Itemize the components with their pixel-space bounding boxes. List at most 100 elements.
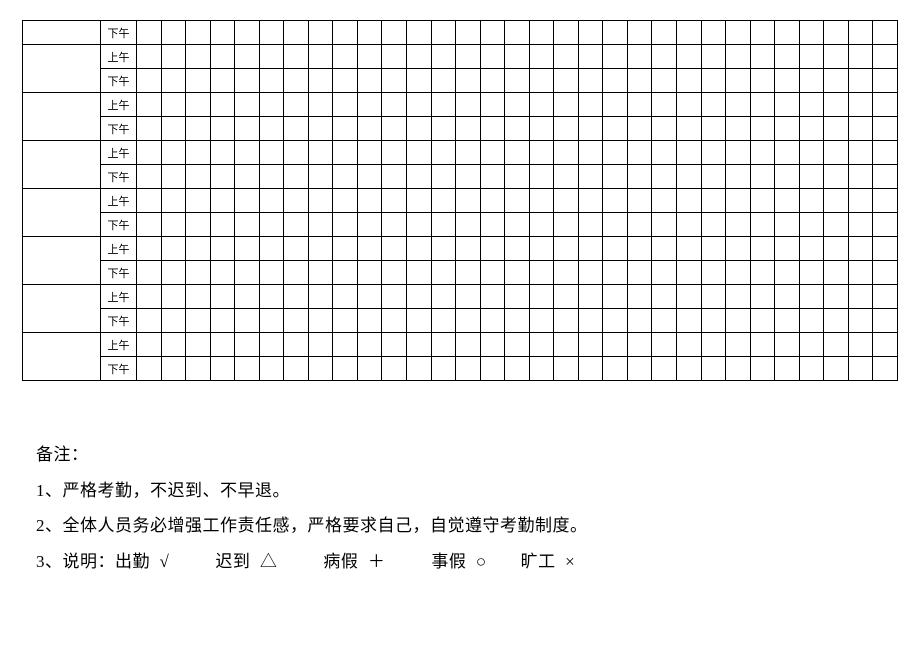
day-cell xyxy=(308,21,333,45)
day-cell xyxy=(308,285,333,309)
day-cell xyxy=(529,45,554,69)
legend-item-1-label: 迟到 xyxy=(215,552,250,571)
day-cell xyxy=(750,309,775,333)
table-row: 下午 xyxy=(23,69,898,93)
day-cell xyxy=(726,93,751,117)
day-cell xyxy=(456,165,481,189)
day-cell xyxy=(382,237,407,261)
day-cell xyxy=(333,45,358,69)
day-cell xyxy=(161,309,186,333)
day-cell xyxy=(505,117,530,141)
day-cell xyxy=(505,165,530,189)
day-cell xyxy=(456,237,481,261)
day-cell xyxy=(775,21,800,45)
day-cell xyxy=(186,261,211,285)
day-cell xyxy=(701,213,726,237)
day-cell xyxy=(775,69,800,93)
day-cell xyxy=(848,69,873,93)
day-cell xyxy=(161,261,186,285)
day-cell xyxy=(603,45,628,69)
day-cell xyxy=(799,69,824,93)
period-cell: 上午 xyxy=(101,141,137,165)
day-cell xyxy=(186,141,211,165)
day-cell xyxy=(603,261,628,285)
day-cell xyxy=(480,237,505,261)
day-cell xyxy=(750,189,775,213)
day-cell xyxy=(333,309,358,333)
day-cell xyxy=(824,357,849,381)
day-cell xyxy=(431,117,456,141)
day-cell xyxy=(456,21,481,45)
day-cell xyxy=(726,165,751,189)
day-cell xyxy=(161,285,186,309)
day-cell xyxy=(799,261,824,285)
day-cell xyxy=(431,189,456,213)
day-cell xyxy=(775,261,800,285)
day-cell xyxy=(308,213,333,237)
day-cell xyxy=(554,213,579,237)
day-cell xyxy=(431,93,456,117)
day-cell xyxy=(627,165,652,189)
table-row: 下午 xyxy=(23,21,898,45)
day-cell xyxy=(578,357,603,381)
day-cell xyxy=(726,45,751,69)
day-cell xyxy=(750,141,775,165)
day-cell xyxy=(775,213,800,237)
day-cell xyxy=(824,69,849,93)
day-cell xyxy=(161,333,186,357)
day-cell xyxy=(848,93,873,117)
legend-item-3-label: 事假 xyxy=(431,552,466,571)
day-cell xyxy=(554,261,579,285)
day-cell xyxy=(161,237,186,261)
day-cell xyxy=(357,285,382,309)
day-cell xyxy=(357,309,382,333)
day-cell xyxy=(554,21,579,45)
notes-line-2: 2、全体人员务必增强工作责任感，严格要求自己，自觉遵守考勤制度。 xyxy=(36,508,898,544)
day-cell xyxy=(529,309,554,333)
day-cell xyxy=(333,21,358,45)
day-cell xyxy=(799,45,824,69)
day-cell xyxy=(677,21,702,45)
day-cell xyxy=(210,333,235,357)
table-row: 下午 xyxy=(23,357,898,381)
table-row: 下午 xyxy=(23,213,898,237)
day-cell xyxy=(505,285,530,309)
day-cell xyxy=(529,165,554,189)
day-cell xyxy=(603,357,628,381)
day-cell xyxy=(529,141,554,165)
day-cell xyxy=(505,69,530,93)
day-cell xyxy=(799,285,824,309)
day-cell xyxy=(284,69,309,93)
day-cell xyxy=(382,117,407,141)
legend-item-4-label: 旷工 xyxy=(521,552,556,571)
day-cell xyxy=(308,141,333,165)
day-cell xyxy=(824,189,849,213)
day-cell xyxy=(186,69,211,93)
day-cell xyxy=(775,357,800,381)
day-cell xyxy=(357,333,382,357)
day-cell xyxy=(456,117,481,141)
day-cell xyxy=(726,237,751,261)
day-cell xyxy=(210,285,235,309)
day-cell xyxy=(480,117,505,141)
day-cell xyxy=(161,213,186,237)
day-cell xyxy=(750,21,775,45)
day-cell xyxy=(431,309,456,333)
day-cell xyxy=(603,141,628,165)
day-cell xyxy=(407,117,432,141)
day-cell xyxy=(259,357,284,381)
day-cell xyxy=(431,141,456,165)
notes-heading: 备注： xyxy=(36,437,898,473)
notes-section: 备注： 1、严格考勤，不迟到、不早退。 2、全体人员务必增强工作责任感，严格要求… xyxy=(36,437,898,580)
day-cell xyxy=(824,333,849,357)
day-cell xyxy=(456,261,481,285)
day-cell xyxy=(186,285,211,309)
day-cell xyxy=(750,237,775,261)
name-cell xyxy=(23,285,101,333)
day-cell xyxy=(848,309,873,333)
day-cell xyxy=(235,309,260,333)
day-cell xyxy=(578,165,603,189)
legend-item-1-symbol: △ xyxy=(260,552,278,571)
day-cell xyxy=(627,261,652,285)
day-cell xyxy=(578,309,603,333)
